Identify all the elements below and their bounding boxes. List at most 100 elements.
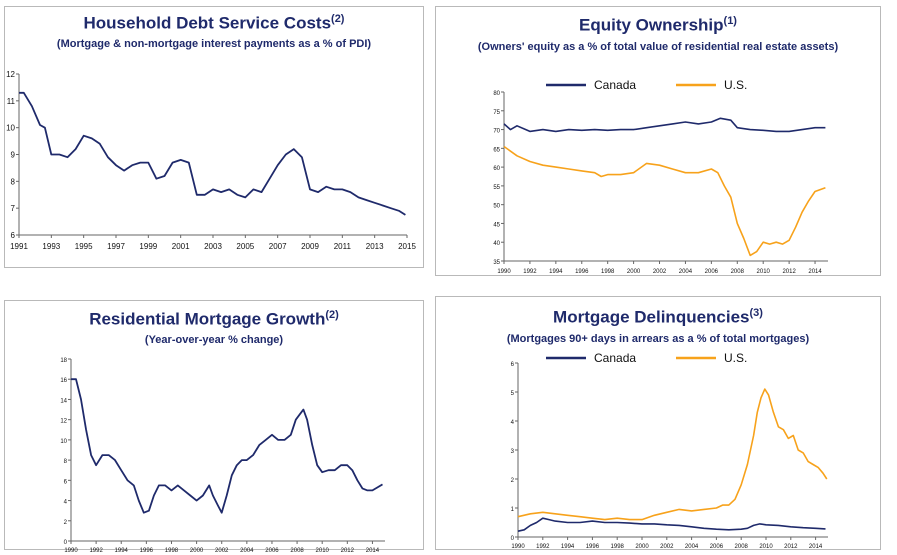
equity-y-tick-label: 70 [493,129,500,135]
equity-y-tick-label: 40 [493,241,500,247]
equity-y-tick-label: 80 [493,91,500,97]
equity-y-tick-label: 65 [493,147,500,153]
debt-y-tick-label: 6 [11,231,16,240]
mortgage-growth-chart: 0 2 4 6 8 10 12 14 16 18 1990 1992 1994 1996 1998 2000 2… [60,358,385,554]
equity-x-tick-label: 1994 [549,269,563,275]
mortgage-delinquencies-chart: 0 1 2 3 4 5 6 1990 1992 1994 1996 1998 2000 2002 2004 2… [511,351,828,550]
growth-x-tick-label: 1996 [140,548,154,554]
delinq-x-tick-label: 2008 [735,544,749,550]
delinq-title-text: Mortgage Delinquencies [553,307,750,327]
equity-x-tick-label: 2002 [653,269,667,275]
delinq-x-tick-label: 1996 [586,544,600,550]
growth-x-tick-label: 1994 [115,548,129,554]
growth-title-footnote: (2) [325,309,339,321]
debt-y-tick-label: 11 [7,97,16,106]
equity-x-tick-label: 2008 [731,269,745,275]
delinq-x-tick-label: 2010 [759,544,773,550]
debt-x-tick-label: 2009 [301,242,319,251]
growth-y-tick-label: 18 [60,358,67,364]
growth-y-tick-label: 0 [64,540,68,546]
delinq-title: Mortgage Delinquencies(3) [436,307,880,328]
growth-x-tick-label: 2012 [341,548,355,554]
debt-x-tick-label: 1997 [107,242,125,251]
delinq-series-canada-line [517,517,826,532]
debt-x-tick-label: 2005 [236,242,254,251]
growth-y-tick-label: 14 [60,398,67,404]
delinq-y-tick-label: 0 [511,536,515,542]
growth-y-tick-label: 8 [64,459,68,465]
growth-y-tick-label: 16 [60,378,67,384]
debt-y-tick-label: 9 [11,151,16,160]
growth-x-tick-label: 2008 [290,548,304,554]
equity-x-tick-label: 1996 [575,269,589,275]
debt-x-tick-label: 2013 [366,242,384,251]
debt-service-chart: 6 7 8 9 10 11 12 1991 1993 1995 1997 1999 2001 2003 20… [6,70,416,251]
delinq-y-tick-label: 2 [511,478,515,484]
debt-x-tick-label: 1993 [42,242,60,251]
equity-title-text: Equity Ownership [579,15,724,35]
delinq-x-tick-label: 2000 [635,544,649,550]
debt-x-tick-label: 1991 [10,242,28,251]
delinq-series-us-line [517,388,828,521]
growth-x-tick-label: 2010 [316,548,330,554]
equity-series-us-line [503,145,826,257]
equity-y-tick-label: 55 [493,185,500,191]
debt-service-title: Household Debt Service Costs(2) [5,13,423,34]
growth-x-tick-label: 1990 [64,548,78,554]
equity-x-tick-label: 1998 [601,269,615,275]
debt-y-tick-label: 7 [11,204,16,213]
delinq-x-tick-label: 2002 [660,544,674,550]
debt-service-subtitle: (Mortgage & non-mortgage interest paymen… [56,38,372,50]
delinq-x-tick-label: 1990 [511,544,525,550]
delinq-subtitle: (Mortgages 90+ days in arrears as a % of… [506,333,810,345]
delinq-y-tick-label: 4 [511,420,515,426]
debt-title-text: Household Debt Service Costs [83,13,332,33]
debt-title-footnote: (2) [331,13,345,25]
debt-y-tick-label: 12 [6,70,15,79]
delinq-x-tick-label: 2014 [809,544,823,550]
delinq-legend-label-canada: Canada [594,351,636,365]
equity-y-tick-label: 45 [493,222,500,228]
equity-ownership-chart: 35 40 45 50 55 60 65 70 75 80 1990 1992 1994 1996 1998… [493,78,828,275]
debt-service-panel: Household Debt Service Costs(2) (Mortgag… [4,6,424,268]
equity-x-tick-label: 2010 [757,269,771,275]
mortgage-growth-panel: Residential Mortgage Growth(2) (Year-ove… [4,300,424,554]
equity-legend-label-us: U.S. [724,78,747,92]
debt-series-canada-line [19,91,406,216]
equity-y-tick-label: 50 [493,204,500,210]
growth-title: Residential Mortgage Growth(2) [5,309,423,330]
growth-series-canada-line [71,378,383,514]
growth-x-tick-label: 2006 [265,548,279,554]
delinq-x-tick-label: 1994 [561,544,575,550]
equity-y-tick-label: 35 [493,260,500,266]
growth-y-tick-label: 4 [64,500,68,506]
equity-title-footnote: (1) [723,15,737,27]
delinq-y-tick-label: 5 [511,391,515,397]
delinq-x-tick-label: 2006 [710,544,724,550]
equity-legend-label-canada: Canada [594,78,636,92]
growth-y-tick-label: 6 [64,479,68,485]
delinq-y-tick-label: 1 [511,507,515,513]
debt-x-tick-label: 2003 [204,242,222,251]
debt-x-tick-label: 2001 [172,242,190,251]
mortgage-delinquencies-panel: Mortgage Delinquencies(3) (Mortgages 90+… [435,296,881,550]
equity-title: Equity Ownership(1) [436,15,880,36]
equity-x-tick-label: 2014 [808,269,822,275]
equity-y-tick-label: 60 [493,166,500,172]
equity-series-canada-line [503,117,826,133]
equity-x-tick-label: 2006 [705,269,719,275]
delinq-y-tick-label: 3 [511,449,515,455]
equity-x-tick-label: 1990 [497,269,511,275]
equity-x-tick-label: 2000 [627,269,641,275]
growth-x-tick-label: 2002 [215,548,229,554]
equity-subtitle: (Owners' equity as a % of total value of… [477,41,839,53]
debt-y-tick-label: 8 [11,177,16,186]
debt-x-tick-label: 2011 [334,242,352,251]
delinq-x-tick-label: 2012 [784,544,798,550]
delinq-x-tick-label: 1998 [611,544,625,550]
growth-y-tick-label: 2 [64,520,68,526]
delinq-x-tick-label: 1992 [536,544,550,550]
delinq-legend-label-us: U.S. [724,351,747,365]
debt-y-tick-label: 10 [6,124,15,133]
equity-x-tick-label: 2004 [679,269,693,275]
